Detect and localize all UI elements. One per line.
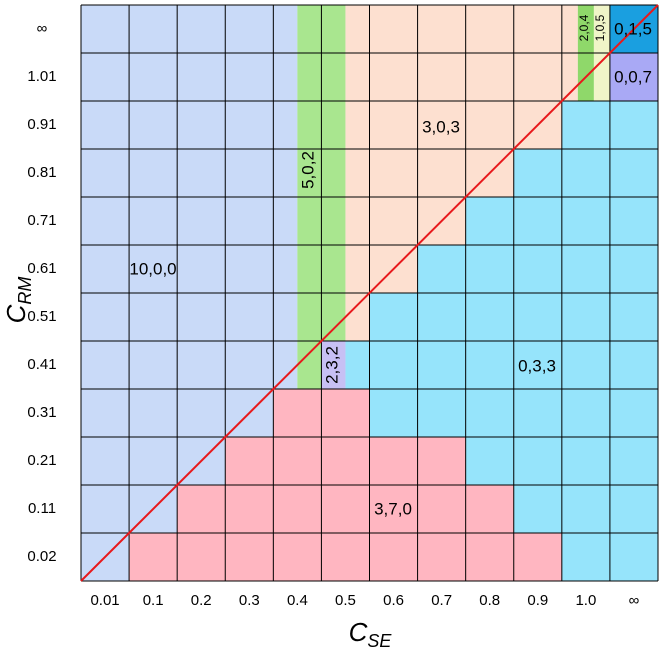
region-label: 0,3,3 [518, 356, 556, 375]
x-tick-label: 0.5 [335, 592, 356, 609]
region-label: 5,0,2 [298, 151, 317, 189]
region-cell [177, 485, 514, 533]
y-label-main: C [1, 304, 31, 323]
region-cell [297, 341, 322, 389]
region-cell [345, 149, 514, 197]
region-cell [129, 533, 562, 581]
y-tick-label: 0.02 [27, 548, 56, 565]
region-cell [513, 485, 658, 533]
region-label: 0,0,7 [614, 67, 652, 86]
region-cell [81, 437, 226, 485]
region-cell [345, 197, 466, 245]
region-label: 10,0,0 [129, 259, 176, 278]
y-tick-label: 0.41 [27, 356, 56, 373]
x-tick-label: 0.4 [287, 592, 308, 609]
x-tick-label: 0.1 [143, 592, 164, 609]
y-tick-label: 1.01 [27, 68, 56, 85]
x-tick-label: 0.2 [191, 592, 212, 609]
x-label-sub: SE [367, 631, 392, 651]
y-label-sub: RM [15, 277, 35, 305]
region-cell [345, 341, 658, 389]
y-tick-label: 0.71 [27, 212, 56, 229]
x-tick-label: 0.7 [431, 592, 452, 609]
region-label: 3,0,3 [422, 117, 460, 136]
x-axis-label: CSE [349, 617, 393, 651]
region-cell [225, 437, 466, 485]
y-tick-label: 0.31 [27, 404, 56, 421]
region-label: 2,3,2 [322, 346, 341, 384]
y-tick-label: 0.11 [28, 500, 56, 517]
x-tick-label: 1.0 [575, 592, 596, 609]
region-cell [417, 245, 658, 293]
region-cell [609, 53, 658, 101]
region-label: 0,1,5 [614, 19, 652, 38]
y-axis-label: CRM [1, 277, 35, 324]
y-tick-label: ∞ [37, 20, 48, 37]
y-tick-label: 0.61 [27, 260, 56, 277]
region-cell [345, 293, 370, 341]
x-tick-label: ∞ [629, 592, 640, 609]
x-tick-label: 0.3 [239, 592, 260, 609]
region-label: 1,0,5 [593, 14, 607, 41]
region-cell [321, 341, 346, 389]
x-tick-label: 0.01 [90, 592, 119, 609]
x-tick-label: 0.8 [479, 592, 500, 609]
region-cell [345, 245, 418, 293]
y-tick-label: 0.51 [27, 308, 56, 325]
region-label: 3,7,0 [374, 499, 412, 518]
y-tick-label: 0.81 [27, 164, 56, 181]
region-cell [513, 149, 658, 197]
x-label-main: C [349, 617, 368, 647]
x-tick-label: 0.9 [527, 592, 548, 609]
region-label: 2,0,4 [577, 14, 591, 41]
region-cell [345, 101, 562, 149]
x-tick-label: 0.6 [383, 592, 404, 609]
y-tick-label: 0.21 [27, 452, 56, 469]
diagonal [80, 4, 659, 582]
y-tick-label: 0.91 [27, 116, 56, 133]
